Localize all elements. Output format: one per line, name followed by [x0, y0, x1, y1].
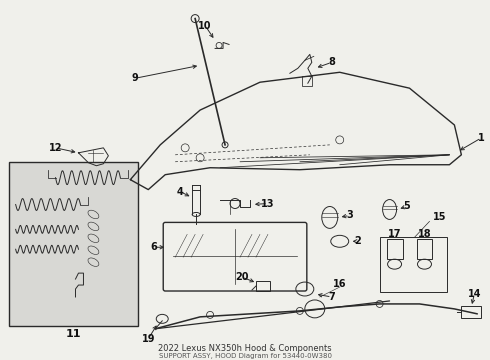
Text: 7: 7: [328, 292, 335, 302]
Text: 1: 1: [478, 133, 485, 143]
Text: 11: 11: [66, 329, 81, 339]
Circle shape: [207, 311, 214, 318]
Bar: [9, 162, 138, 326]
Text: 3: 3: [346, 211, 353, 220]
Circle shape: [296, 307, 303, 314]
Bar: [256, 281, 270, 291]
Text: 10: 10: [198, 21, 212, 31]
Bar: [302, 76, 312, 86]
Text: 4: 4: [177, 186, 184, 197]
Text: 9: 9: [132, 73, 139, 83]
Bar: [380, 237, 447, 292]
Text: 6: 6: [150, 242, 157, 252]
Text: 14: 14: [467, 289, 481, 299]
Text: 19: 19: [142, 334, 155, 344]
Text: SUPPORT ASSY, HOOD Diagram for 53440-0W380: SUPPORT ASSY, HOOD Diagram for 53440-0W3…: [158, 353, 332, 359]
Bar: [387, 239, 403, 259]
Text: 5: 5: [403, 202, 410, 211]
Bar: [416, 239, 433, 259]
Text: 2022 Lexus NX350h Hood & Components: 2022 Lexus NX350h Hood & Components: [158, 344, 332, 353]
Text: 18: 18: [417, 229, 431, 239]
Circle shape: [376, 301, 383, 307]
Text: 8: 8: [328, 57, 335, 67]
Text: 16: 16: [333, 279, 346, 289]
Text: 15: 15: [433, 212, 446, 222]
Text: 17: 17: [388, 229, 401, 239]
Text: 2: 2: [354, 236, 361, 246]
Bar: [462, 306, 481, 318]
Text: 12: 12: [49, 143, 62, 153]
Text: 20: 20: [235, 272, 249, 282]
Text: 13: 13: [261, 198, 275, 208]
